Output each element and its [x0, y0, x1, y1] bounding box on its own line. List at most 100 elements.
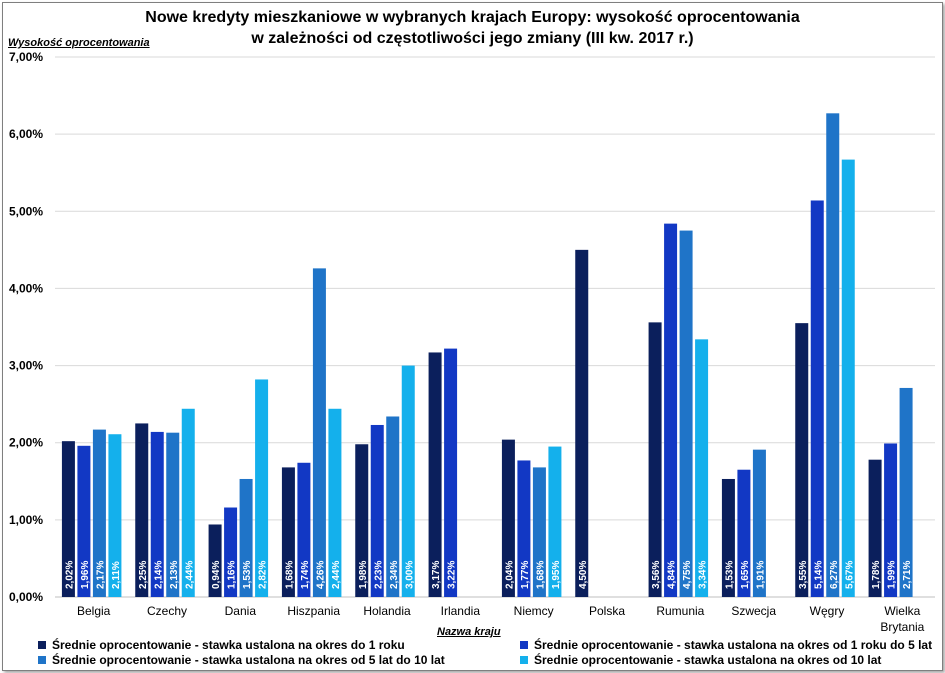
- x-tick-label: Dania: [225, 604, 257, 618]
- legend-swatch: [38, 641, 46, 649]
- bar: [752, 449, 766, 597]
- chart-title-line-2: w zależności od częstotliwości jego zmia…: [251, 30, 694, 47]
- x-tick-label: Czechy: [147, 604, 187, 618]
- data-label: 5,67%: [844, 561, 855, 589]
- y-tick-label: 7,00%: [9, 50, 43, 64]
- bar: [281, 467, 295, 597]
- bar: [517, 460, 531, 597]
- bar: [899, 387, 913, 597]
- bar: [679, 230, 693, 598]
- data-label: 2,13%: [169, 561, 180, 589]
- bar: [208, 524, 222, 597]
- data-label: 2,23%: [373, 561, 384, 589]
- data-label: 1,53%: [242, 561, 253, 589]
- x-tick-label: Belgia: [77, 604, 111, 618]
- bar: [370, 424, 384, 597]
- y-tick-label: 4,00%: [9, 281, 43, 295]
- data-label: 1,77%: [520, 561, 531, 589]
- bar: [150, 431, 164, 597]
- y-tick-label: 1,00%: [9, 513, 43, 527]
- bar: [108, 434, 122, 597]
- bar: [77, 445, 91, 597]
- data-label: 3,34%: [698, 561, 709, 589]
- y-tick-label: 0,00%: [9, 590, 43, 604]
- y-tick-label: 2,00%: [9, 436, 43, 450]
- bar: [810, 200, 824, 597]
- x-tick-label: Szwecja: [731, 604, 776, 618]
- legend-label: Średnie oprocentowanie - stawka ustalona…: [52, 653, 445, 667]
- data-label: 1,65%: [740, 561, 751, 589]
- bar: [868, 459, 882, 597]
- bar: [575, 249, 589, 597]
- x-tick-label: Węgry: [810, 604, 845, 618]
- legend-label: Średnie oprocentowanie - stawka ustalona…: [534, 653, 882, 667]
- bar: [428, 352, 442, 597]
- x-tick-label: Niemcy: [514, 604, 554, 618]
- x-tick-label: Irlandia: [441, 604, 481, 618]
- bar: [135, 423, 149, 597]
- bar: [826, 113, 840, 598]
- data-label: 1,95%: [551, 561, 562, 589]
- y-tick-label: 6,00%: [9, 127, 43, 141]
- x-tick-label: Wielka: [884, 604, 920, 618]
- bar: [255, 379, 269, 597]
- bar: [548, 446, 562, 597]
- legend-label: Średnie oprocentowanie - stawka ustalona…: [534, 638, 933, 652]
- data-label: 2,17%: [95, 561, 106, 589]
- bar: [239, 478, 253, 597]
- legend-swatch: [38, 656, 46, 664]
- data-label: 1,16%: [227, 561, 238, 589]
- bar: [355, 444, 369, 597]
- chart-title-line-1: Nowe kredyty mieszkaniowe w wybranych kr…: [145, 9, 800, 26]
- data-label: 1,53%: [724, 561, 735, 589]
- data-label: 2,14%: [153, 561, 164, 589]
- data-label: 2,82%: [258, 561, 269, 589]
- data-label: 3,22%: [447, 561, 458, 589]
- legend-item: Średnie oprocentowanie - stawka ustalona…: [520, 638, 932, 652]
- data-label: 2,44%: [331, 561, 342, 589]
- data-label: 1,74%: [300, 561, 311, 589]
- data-label: 4,26%: [315, 561, 326, 589]
- bar: [695, 339, 709, 597]
- data-label: 4,50%: [578, 561, 589, 589]
- x-tick-label: Hiszpania: [287, 604, 340, 618]
- bar: [532, 467, 546, 597]
- bar: [401, 365, 415, 597]
- data-label: 2,34%: [389, 561, 400, 589]
- data-label: 6,27%: [829, 561, 840, 589]
- bar: [92, 429, 106, 597]
- data-label: 5,14%: [813, 561, 824, 589]
- y-tick-label: 3,00%: [9, 359, 43, 373]
- bar: [181, 408, 195, 597]
- x-tick-label: Rumunia: [656, 604, 704, 618]
- data-label: 2,44%: [184, 561, 195, 589]
- data-label: 1,78%: [871, 561, 882, 589]
- y-axis-label: Wysokość oprocentowania: [8, 37, 150, 49]
- data-label: 2,25%: [138, 561, 149, 589]
- legend-label: Średnie oprocentowanie - stawka ustalona…: [52, 638, 405, 652]
- bar: [721, 478, 735, 597]
- data-label: 1,68%: [535, 561, 546, 589]
- legend-swatch: [520, 656, 528, 664]
- data-label: 1,98%: [358, 561, 369, 589]
- legend-item: Średnie oprocentowanie - stawka ustalona…: [38, 653, 445, 667]
- bar: [61, 441, 75, 597]
- bar: [312, 268, 326, 597]
- bar: [841, 159, 855, 597]
- legend-item: Średnie oprocentowanie - stawka ustalona…: [38, 638, 405, 652]
- bar: [224, 507, 238, 597]
- data-label: 2,02%: [64, 561, 75, 589]
- bar: [297, 462, 311, 597]
- bar: [795, 323, 809, 597]
- data-label: 1,91%: [755, 561, 766, 589]
- data-label: 0,94%: [211, 561, 222, 589]
- bar: [444, 348, 458, 597]
- bar: [737, 469, 751, 597]
- data-label: 1,99%: [887, 561, 898, 589]
- bar: [501, 439, 515, 597]
- data-label: 2,04%: [504, 561, 515, 589]
- chart-title: Nowe kredyty mieszkaniowe w wybranych kr…: [0, 7, 945, 49]
- data-label: 2,71%: [902, 561, 913, 589]
- data-label: 3,00%: [404, 561, 415, 589]
